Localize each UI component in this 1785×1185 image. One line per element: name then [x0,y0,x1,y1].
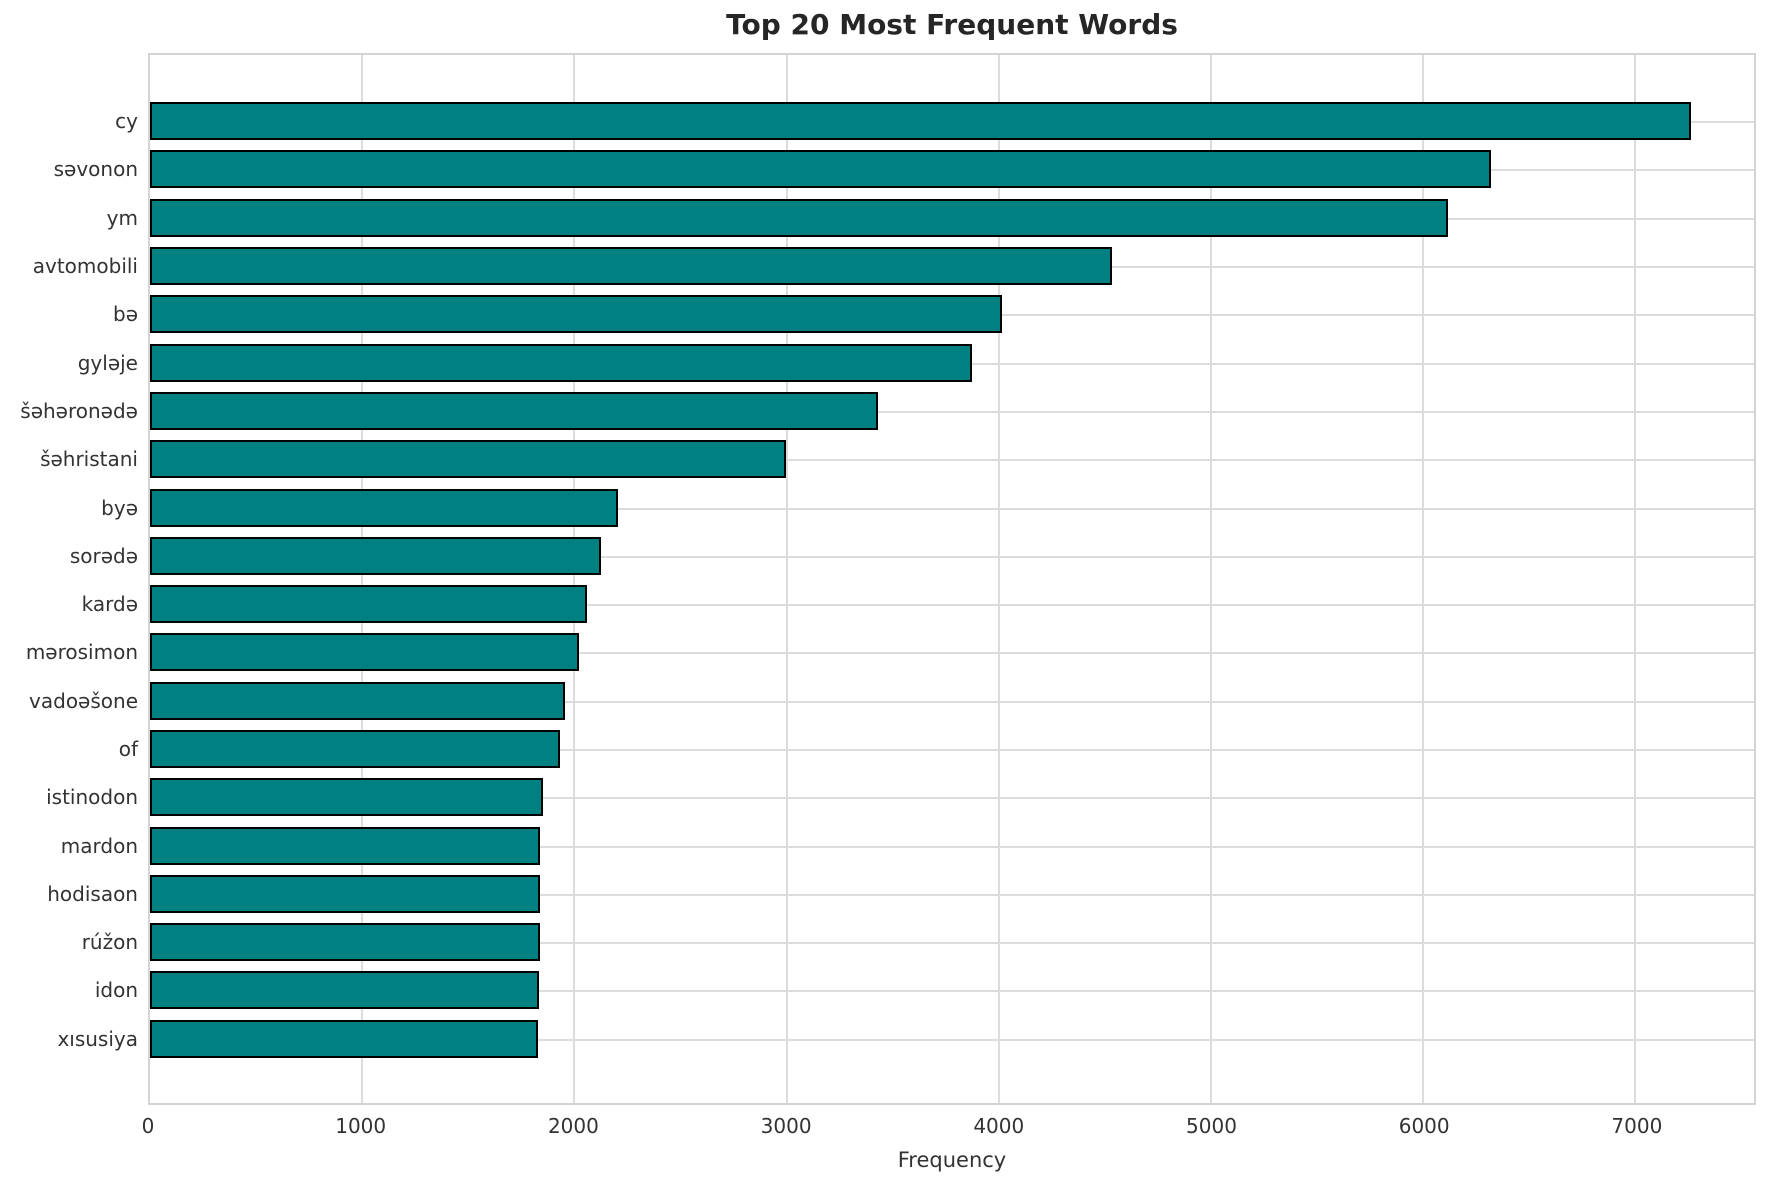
gridline-horizontal [150,604,1754,607]
gridline-horizontal [150,797,1754,800]
x-axis-label: Frequency [897,1148,1007,1172]
gridline-horizontal [150,652,1754,655]
bar-row: mərosimon [26,628,1754,676]
bar-rows: cy səvonon ym avtomobili bə gyləje šəhəronədə š… [20,55,1754,1103]
y-axis-label: gyləje [77,350,138,375]
bar-row: idon [95,966,1754,1014]
gridline-vertical [361,55,364,1103]
gridline-horizontal [150,1038,1754,1041]
y-axis-label: hodisaon [47,881,138,906]
bar-row: šəhəronədə [20,387,1754,435]
x-tick-label: 2000 [547,1114,599,1138]
frequency-bar [150,681,566,720]
bar-row: bə [113,290,1754,338]
frequency-bar [150,150,1492,189]
frequency-bar [150,343,972,382]
x-tick-label: 4000 [973,1114,1025,1138]
gridline-vertical [1634,55,1637,1103]
frequency-bar [150,1019,539,1058]
gridline-horizontal [150,700,1754,703]
frequency-bar [150,488,618,527]
bar-row: xısusiya [57,1015,1754,1063]
x-tick-label: 5000 [1186,1114,1237,1138]
gridline-vertical [997,55,1000,1103]
y-axis-label: idon [94,978,138,1003]
bar-row: hodisaon [47,870,1754,918]
y-axis-label: sorədə [69,543,138,568]
gridline-horizontal [150,845,1754,848]
bar-row: ym [107,194,1754,242]
frequency-bar [150,923,540,962]
bar-row: cy [115,97,1754,145]
bar-row: šəhristani [40,435,1754,483]
frequency-bar [150,633,579,672]
bar-row: səvonon [54,145,1754,193]
x-tick-label: 3000 [760,1114,812,1138]
y-axis-label: cy [115,109,138,134]
gridline-horizontal [150,942,1754,945]
gridline-horizontal [150,893,1754,896]
y-axis-label: mardon [60,833,138,858]
frequency-bar [150,778,544,817]
gridline-vertical [573,55,576,1103]
bar-row: kardə [82,580,1754,628]
y-axis-label: kardə [81,592,138,617]
y-axis-label: səvonon [53,157,138,182]
y-axis-label: istinodon [46,785,138,810]
frequency-bar [150,247,1113,286]
y-axis-label: šəhəronədə [20,398,138,423]
frequency-bar [150,102,1691,141]
gridline-horizontal [150,507,1754,510]
y-axis-label: rúžon [81,930,138,955]
frequency-bar [150,874,540,913]
y-axis-label: šəhristani [40,447,138,472]
frequency-bar [150,536,601,575]
y-axis-label: bə [113,302,138,327]
gridline-horizontal [150,555,1754,558]
gridline-horizontal [150,749,1754,751]
y-axis-label: of [118,737,138,761]
plot-area: cy səvonon ym avtomobili bə gyləje šəhəronədə š… [20,53,1756,1105]
bar-row: vadoəšone [29,677,1754,725]
gridline-vertical [1422,55,1425,1103]
bar-row: mardon [61,821,1754,869]
gridline-vertical [1209,55,1212,1103]
frequency-bar [150,826,541,865]
frequency-bar [150,198,1448,237]
y-axis-label: xısusiya [57,1026,138,1051]
bar-row: gyləje [78,338,1754,386]
frequency-bar [150,295,1002,334]
bar-row: byə [101,483,1754,531]
frequency-bar [150,391,878,430]
y-axis-label: mərosimon [25,640,138,665]
y-axis-label: vadoəšone [29,688,138,713]
frequency-bar [150,440,787,479]
bar-row: rúžon [82,918,1754,966]
x-tick-label: 0 [141,1114,155,1138]
frequency-bar [150,585,587,624]
gridline-horizontal [150,410,1754,413]
bar-row: avtomobili [33,242,1754,290]
y-axis-label: ym [106,205,138,230]
gridline-horizontal [150,459,1754,462]
frequency-bar [150,971,539,1010]
x-tick-label: 1000 [335,1114,387,1138]
bar-row: istinodon [46,773,1754,821]
bar-row: sorədə [70,532,1754,580]
x-tick-label: 7000 [1611,1114,1663,1138]
x-tick-label: 6000 [1398,1114,1450,1138]
gridline-horizontal [150,990,1754,993]
bar-row: of [119,725,1754,773]
y-axis-label: byə [101,495,138,520]
chart-title: Top 20 Most Frequent Words [726,8,1178,41]
gridline-vertical [785,55,788,1103]
y-axis-label: avtomobili [32,254,138,279]
frequency-bar [150,730,560,768]
